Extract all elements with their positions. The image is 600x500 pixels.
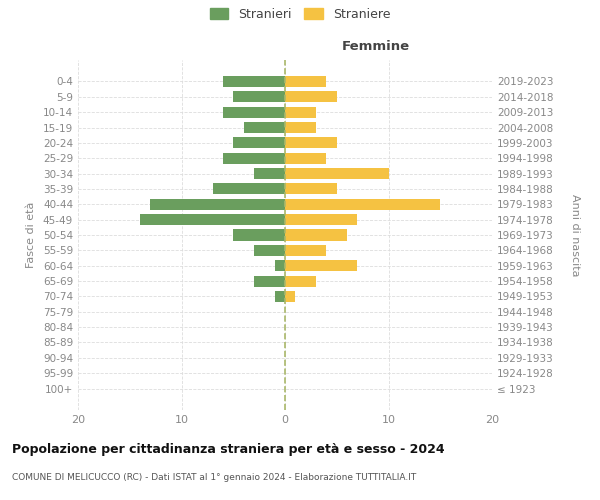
Bar [285,245,326,256]
Bar [285,152,326,164]
Bar [285,76,326,87]
Legend: Stranieri, Straniere: Stranieri, Straniere [205,2,395,26]
Bar [140,214,285,225]
Bar [285,199,440,210]
Bar [254,276,285,286]
Y-axis label: Fasce di età: Fasce di età [26,202,36,268]
Bar [285,230,347,240]
Bar [151,199,285,210]
Bar [233,138,285,148]
Bar [275,291,285,302]
Bar [285,92,337,102]
Bar [233,230,285,240]
Bar [223,106,285,118]
Bar [254,168,285,179]
Text: Femmine: Femmine [342,40,410,53]
Bar [285,168,389,179]
Bar [233,92,285,102]
Bar [285,260,358,271]
Text: COMUNE DI MELICUCCO (RC) - Dati ISTAT al 1° gennaio 2024 - Elaborazione TUTTITAL: COMUNE DI MELICUCCO (RC) - Dati ISTAT al… [12,472,416,482]
Bar [244,122,285,133]
Bar [223,152,285,164]
Bar [285,106,316,118]
Bar [285,214,358,225]
Bar [254,245,285,256]
Text: Popolazione per cittadinanza straniera per età e sesso - 2024: Popolazione per cittadinanza straniera p… [12,442,445,456]
Y-axis label: Anni di nascita: Anni di nascita [570,194,580,276]
Bar [285,184,337,194]
Bar [285,122,316,133]
Bar [285,291,295,302]
Bar [212,184,285,194]
Bar [285,138,337,148]
Bar [285,276,316,286]
Bar [223,76,285,87]
Bar [275,260,285,271]
